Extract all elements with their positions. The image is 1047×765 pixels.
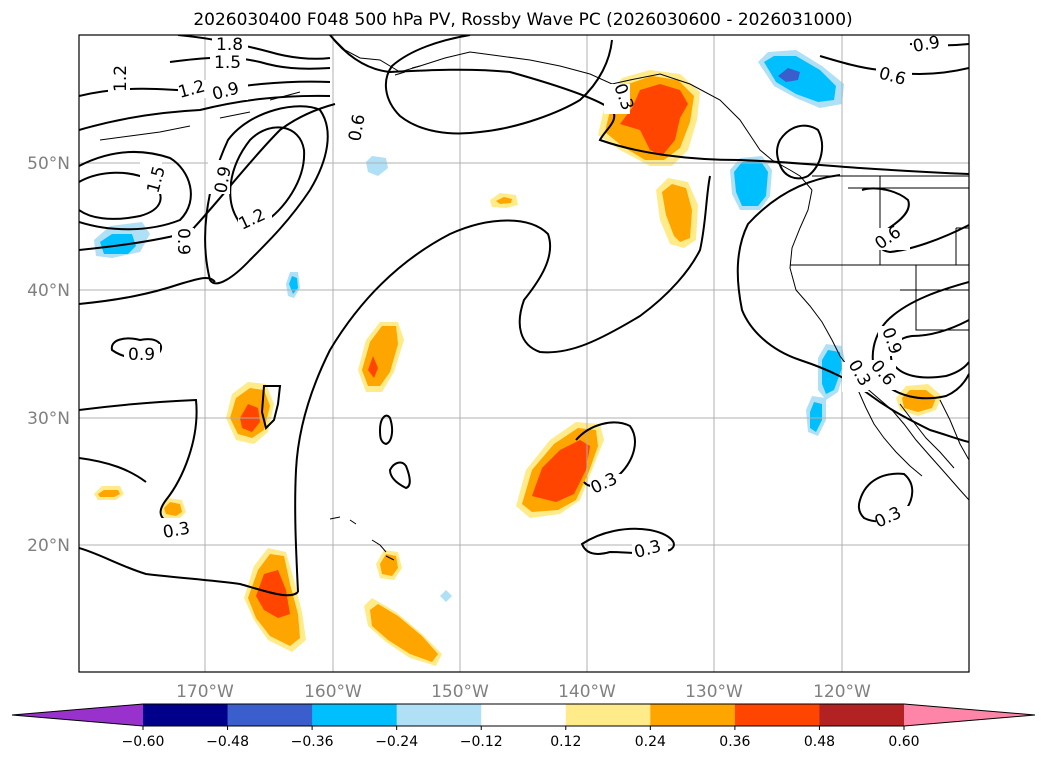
colorbar: −0.60 −0.48 −0.36 −0.24 −0.12 0.12 0.24 0.36 0.4… bbox=[11, 703, 1036, 750]
colorbar-segment bbox=[481, 704, 567, 726]
contour-0-6-canada bbox=[776, 124, 824, 180]
contour-0-3-west bbox=[79, 398, 198, 521]
lon-tick-label: 130°W bbox=[685, 682, 743, 702]
contour-0-9-west bbox=[79, 276, 216, 305]
negative-anomaly-small-1 bbox=[366, 156, 388, 176]
negative-anomaly-offshore-core bbox=[810, 402, 822, 432]
alaska-coast bbox=[329, 35, 813, 191]
contour-label: 1.8 bbox=[216, 35, 243, 55]
contour-label: 0.9 bbox=[911, 33, 941, 57]
colorbar-segment bbox=[565, 704, 651, 726]
contour-0-9-north bbox=[79, 94, 331, 131]
colorbar-segment bbox=[650, 704, 736, 726]
contour-0-3-loop-1 bbox=[378, 414, 394, 446]
lon-tick-label: 160°W bbox=[304, 682, 362, 702]
contour-label: 0.6 bbox=[345, 113, 369, 143]
lat-tick-label: 20°N bbox=[27, 536, 70, 556]
colorbar-segment bbox=[734, 704, 820, 726]
hawaii-islands bbox=[329, 516, 395, 561]
contour-label: 1.5 bbox=[214, 53, 241, 73]
contour-1-8 bbox=[177, 35, 331, 60]
map-frame bbox=[78, 34, 970, 673]
negative-anomaly-vancouver-core bbox=[734, 160, 768, 206]
contour-0-3-loop-6 bbox=[260, 385, 282, 430]
positive-anomaly-central-max bbox=[368, 356, 378, 378]
contour-1-5-north bbox=[169, 56, 331, 70]
baja-coast bbox=[849, 371, 923, 477]
negative-anomaly-alaska-max bbox=[778, 68, 800, 82]
contour-1-5-dateline bbox=[79, 171, 162, 220]
positive-anomaly-far-west-core bbox=[98, 490, 120, 497]
contour-label: 0.3 bbox=[161, 519, 191, 543]
colorbar-tick-label: 0.48 bbox=[804, 734, 835, 750]
colorbar-segment bbox=[143, 704, 229, 726]
positive-anomaly-subtropical-max bbox=[532, 440, 590, 502]
lon-tick-label: 150°W bbox=[431, 682, 489, 702]
contour-0-6-gulf bbox=[384, 35, 613, 135]
longitude-ticks: 170°W 160°W 150°W 140°W 130°W 120°W bbox=[176, 682, 871, 702]
colorbar-extend-low bbox=[12, 704, 143, 726]
contour-0-3-far-south bbox=[79, 547, 299, 597]
map-area: 1.8 1.5 1.2 1.2 0.9 0.6 1.5 0.9 1.2 0.9 … bbox=[79, 33, 969, 672]
contour-0-3-main bbox=[329, 35, 969, 175]
contour-label: 0.9 bbox=[128, 345, 155, 365]
contour-label: 1.2 bbox=[111, 65, 131, 92]
lon-tick-label: 170°W bbox=[176, 682, 234, 702]
lat-tick-label: 40°N bbox=[27, 281, 70, 301]
gulf-of-california bbox=[899, 403, 955, 469]
colorbar-segment bbox=[312, 704, 398, 726]
negative-anomaly-west-dateline-core bbox=[100, 234, 136, 254]
positive-anomaly-south-core bbox=[370, 604, 438, 662]
colorbar-segment bbox=[396, 704, 482, 726]
lat-tick-label: 50°N bbox=[27, 154, 70, 174]
positive-anomaly-bc-coast-core bbox=[662, 184, 692, 242]
positive-anomaly-small-north-core bbox=[496, 197, 512, 204]
positive-anomaly-baja-core bbox=[902, 390, 936, 412]
latitude-ticks: 50°N 40°N 30°N 20°N bbox=[27, 154, 70, 556]
contour-0-3-loop-4 bbox=[580, 527, 675, 555]
colorbar-segment bbox=[227, 704, 313, 726]
figure-title: 2026030400 F048 500 hPa PV, Rossby Wave … bbox=[193, 10, 852, 30]
colorbar-extend-high bbox=[904, 704, 1035, 726]
negative-anomaly-tiny bbox=[440, 590, 452, 602]
negative-anomaly-alaska-core bbox=[764, 56, 836, 102]
positive-anomaly-gulf-of-alaska-max bbox=[620, 84, 688, 156]
colorbar-tick-label: −0.24 bbox=[375, 734, 418, 750]
positive-anomaly-small-west-core bbox=[164, 502, 182, 516]
lon-tick-label: 120°W bbox=[813, 682, 871, 702]
graticule bbox=[79, 35, 969, 672]
colorbar-tick-label: 0.24 bbox=[635, 734, 666, 750]
colorbar-tick-label: −0.48 bbox=[206, 734, 249, 750]
contour-0-3-trough bbox=[294, 175, 711, 593]
colorbar-tick-label: −0.36 bbox=[291, 734, 334, 750]
lon-tick-label: 140°W bbox=[558, 682, 616, 702]
colorbar-tick-label: 0.60 bbox=[888, 734, 919, 750]
contour-label: 0.9 bbox=[211, 165, 235, 195]
contour-0-3-loop-2 bbox=[388, 461, 411, 490]
colorbar-tick-label: −0.12 bbox=[460, 734, 503, 750]
lat-tick-label: 30°N bbox=[27, 409, 70, 429]
colorbar-tick-label: 0.12 bbox=[550, 734, 581, 750]
mexico-coast bbox=[939, 399, 969, 461]
colorbar-tick-label: 0.36 bbox=[719, 734, 750, 750]
colorbar-tick-label: −0.60 bbox=[122, 734, 165, 750]
contour-0-3-south bbox=[79, 457, 147, 483]
colorbar-segment bbox=[819, 704, 905, 726]
contour-0-3-bc bbox=[736, 174, 969, 443]
contour-1-2-dateline bbox=[79, 150, 192, 231]
contour-label: 0.9 bbox=[173, 228, 193, 255]
